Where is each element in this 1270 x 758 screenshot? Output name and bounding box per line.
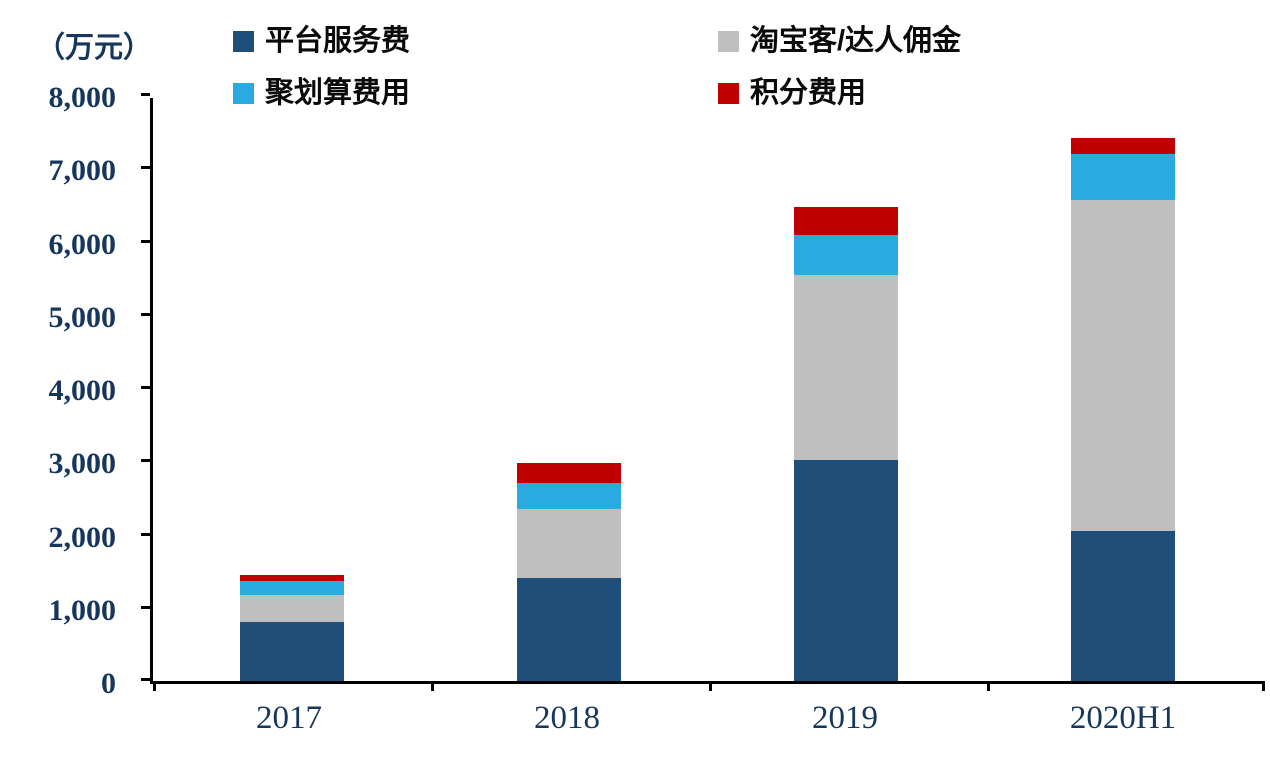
x-axis-tick-mark xyxy=(1262,681,1265,691)
bar-segment xyxy=(516,508,621,579)
bar-segment xyxy=(516,483,621,509)
y-axis-tick-label: 2,000 xyxy=(48,520,117,554)
x-axis-label: 2019 xyxy=(812,700,878,736)
y-axis-tick-label: 8,000 xyxy=(48,81,117,114)
x-axis-label: 2020H1 xyxy=(1069,700,1177,736)
bar-segment xyxy=(1071,137,1176,155)
y-axis-tick-mark xyxy=(141,386,150,389)
bar-segment xyxy=(794,275,899,460)
bar-slot-2018 xyxy=(430,98,707,681)
bar-segment xyxy=(1071,530,1176,681)
x-axis-tick-mark xyxy=(987,681,990,691)
bar-segment xyxy=(516,578,621,681)
y-axis-unit-label: （万元） xyxy=(36,32,153,64)
y-axis-tick-label: 7,000 xyxy=(48,154,117,188)
y-axis-tick-mark xyxy=(141,459,150,463)
bar-segment xyxy=(794,207,899,235)
bar-segment xyxy=(794,234,899,276)
x-axis-tick-mark xyxy=(709,681,712,691)
legend-item-taobaoke-commission: 淘宝客/达人佣金 xyxy=(718,24,961,58)
x-axis-tick-mark xyxy=(431,681,434,691)
legend-swatch-juhuasuan-fee xyxy=(233,82,254,104)
legend-item-platform-fee: 平台服务费 xyxy=(233,24,718,58)
bar-segment xyxy=(239,581,344,595)
plot-area xyxy=(141,93,1265,691)
y-axis-tick-mark xyxy=(141,678,150,681)
stacked-bar-2018 xyxy=(516,463,621,681)
legend-swatch-platform-fee xyxy=(233,30,254,52)
legend-label-taobaoke-commission: 淘宝客/达人佣金 xyxy=(750,25,962,57)
legend: 平台服务费 淘宝客/达人佣金 聚划算费用 积分费用 xyxy=(233,24,961,110)
x-axis-tick-mark xyxy=(153,681,156,691)
y-axis-tick-label: 3,000 xyxy=(48,447,117,481)
y-axis-tick-label: 1,000 xyxy=(48,593,117,627)
stacked-bar-2019 xyxy=(794,207,899,681)
legend-item-points-fee: 积分费用 xyxy=(718,76,961,110)
bar-slot-2017 xyxy=(153,98,430,681)
stacked-bar-2020H1 xyxy=(1071,137,1176,681)
legend-swatch-taobaoke-commission xyxy=(718,30,739,52)
bar-segment xyxy=(516,463,621,484)
y-axis: 0 1,000 2,000 3,000 4,000 5,000 6,000 7,000 8,00… xyxy=(0,81,117,700)
bar-segment xyxy=(239,594,344,623)
legend-label-points-fee: 积分费用 xyxy=(750,77,867,109)
x-axis: 2017 2018 2019 2020H1 xyxy=(150,700,1262,737)
y-axis-tick-label: 6,000 xyxy=(48,227,117,261)
y-axis-tick-label: 4,000 xyxy=(48,374,117,407)
y-axis-tick-mark xyxy=(141,312,150,316)
y-axis-tick-mark xyxy=(141,93,150,96)
bar-segment xyxy=(239,574,344,582)
legend-label-juhuasuan-fee: 聚划算费用 xyxy=(265,77,411,109)
x-axis-label: 2018 xyxy=(534,700,600,736)
x-axis-label: 2017 xyxy=(256,700,322,736)
y-axis-tick-mark xyxy=(141,166,150,170)
bar-segment xyxy=(1071,154,1176,200)
legend-swatch-points-fee xyxy=(718,82,739,104)
y-axis-tick-label: 5,000 xyxy=(48,300,117,334)
stacked-bar-2017 xyxy=(239,574,344,681)
y-axis-tick-mark xyxy=(141,605,150,609)
bar-slot-2020H1 xyxy=(985,98,1262,681)
legend-item-juhuasuan-fee: 聚划算费用 xyxy=(233,76,718,110)
legend-label-platform-fee: 平台服务费 xyxy=(265,25,411,57)
y-axis-tick-label: 0 xyxy=(101,667,116,700)
y-axis-tick-mark xyxy=(141,532,150,536)
y-axis-tick-mark xyxy=(141,239,150,243)
bar-segment xyxy=(794,459,899,681)
bar-slot-2019 xyxy=(708,98,985,681)
bar-segment xyxy=(239,622,344,681)
bar-segment xyxy=(1071,199,1176,531)
